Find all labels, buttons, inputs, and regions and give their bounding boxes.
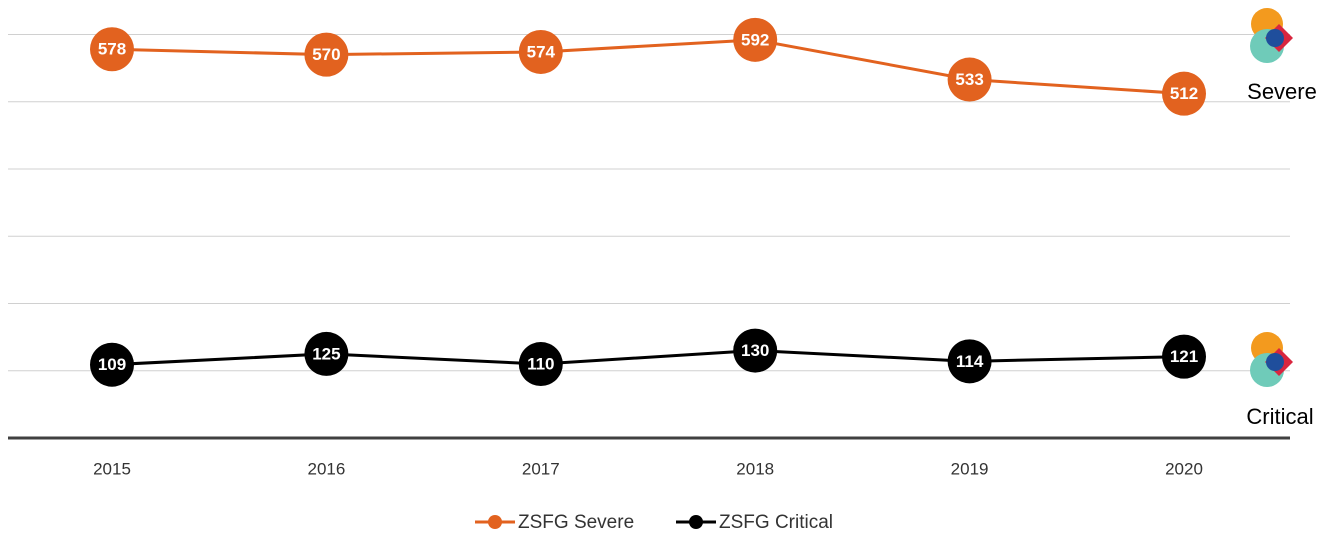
data-label: 130 — [741, 341, 769, 360]
legend-label: ZSFG Critical — [719, 512, 833, 533]
data-label: 592 — [741, 30, 769, 49]
data-label: 574 — [527, 42, 556, 61]
legend-item: ZSFG Critical — [676, 512, 833, 533]
data-point — [90, 27, 134, 72]
data-point — [518, 29, 563, 74]
critical-icon — [1250, 332, 1293, 387]
annotation: Severe — [1247, 79, 1317, 104]
x-tick-label: 2018 — [736, 459, 774, 478]
legend-marker — [488, 515, 502, 529]
data-label: 570 — [312, 45, 340, 64]
data-label: 109 — [98, 355, 126, 374]
data-point — [733, 328, 778, 373]
x-tick-label: 2016 — [307, 459, 345, 478]
data-point — [947, 339, 992, 384]
data-point — [733, 17, 778, 62]
data-label: 578 — [98, 40, 126, 59]
data-point — [304, 32, 349, 77]
legend-item: ZSFG Severe — [475, 512, 634, 533]
severe-icon — [1250, 8, 1293, 63]
data-label: 512 — [1170, 84, 1198, 103]
data-label: 121 — [1170, 347, 1198, 366]
data-point — [304, 331, 349, 376]
data-label: 114 — [956, 352, 984, 371]
annotation: Critical — [1246, 404, 1313, 429]
x-tick-label: 2020 — [1165, 459, 1203, 478]
legend-label: ZSFG Severe — [518, 512, 634, 533]
data-label: 533 — [955, 70, 983, 89]
data-label: 110 — [527, 355, 554, 374]
data-label: 125 — [312, 344, 340, 363]
x-tick-label: 2015 — [93, 459, 131, 478]
data-point — [518, 342, 563, 387]
data-point — [1162, 71, 1206, 116]
series-line — [111, 349, 1185, 367]
x-tick-label: 2017 — [522, 459, 560, 478]
data-point — [90, 342, 134, 387]
data-point — [1162, 334, 1206, 379]
legend-marker — [689, 515, 703, 529]
data-point — [947, 57, 992, 102]
series-line — [111, 38, 1185, 96]
x-tick-label: 2019 — [951, 459, 989, 478]
